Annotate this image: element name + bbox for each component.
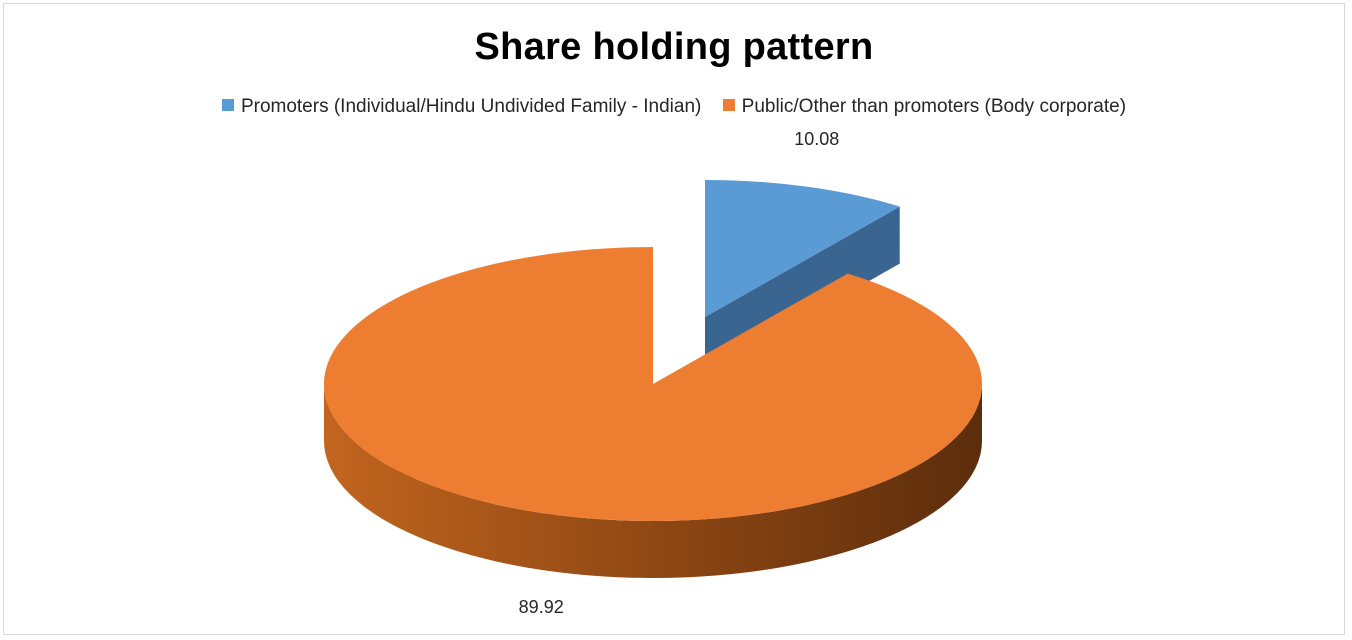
pie-plot: 10.08 89.92 — [324, 129, 982, 617]
slice-promoters — [705, 180, 900, 317]
legend-item-promoters: Promoters (Individual/Hindu Undivided Fa… — [221, 96, 702, 118]
pie-slices — [324, 180, 982, 521]
legend-swatch-public — [722, 99, 735, 111]
legend: Promoters (Individual/Hindu Undivided Fa… — [4, 96, 1344, 118]
legend-label-public: Public/Other than promoters (Body corpor… — [741, 96, 1127, 117]
data-label-promoters: 10.08 — [794, 129, 839, 149]
data-label-public: 89.92 — [519, 597, 564, 617]
chart-title: Share holding pattern — [474, 26, 874, 68]
legend-label-promoters: Promoters (Individual/Hindu Undivided Fa… — [240, 96, 702, 117]
data-labels: 10.08 89.92 — [519, 129, 840, 617]
legend-swatch-promoters — [221, 99, 234, 111]
slice-public — [324, 247, 982, 521]
legend-item-public: Public/Other than promoters (Body corpor… — [722, 96, 1127, 118]
chart-area: Share holding pattern Promoters (Individ… — [3, 3, 1345, 635]
slice-side-public — [324, 384, 982, 578]
